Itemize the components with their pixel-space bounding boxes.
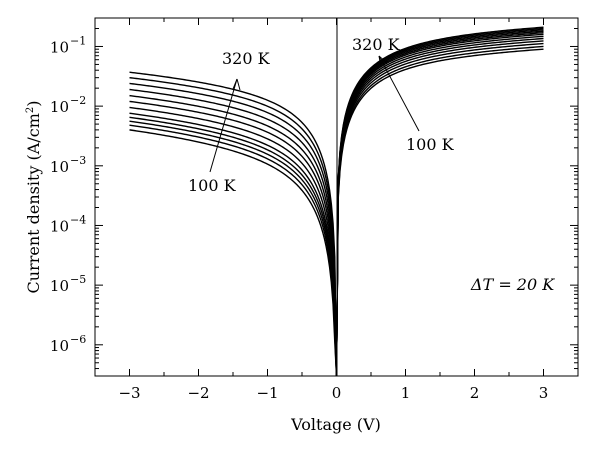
y-tick-label: 10: [50, 277, 69, 295]
y-tick-exponent: −3: [70, 154, 86, 167]
x-tick-label: 3: [539, 384, 549, 402]
x-axis-label: Voltage (V): [290, 415, 381, 434]
x-tick-label: 2: [470, 384, 480, 402]
x-tick-label: −1: [256, 384, 278, 402]
annotation-pos-100k: 100 K: [406, 135, 455, 154]
y-tick-exponent: −4: [70, 213, 86, 226]
y-tick-label: 10: [50, 158, 69, 176]
y-tick-label: 10: [50, 38, 69, 56]
annotation-delta-t: ΔT = 20 K: [470, 275, 555, 294]
x-tick-label: 1: [401, 384, 411, 402]
x-tick-label: 0: [332, 384, 342, 402]
y-tick-exponent: −5: [70, 273, 86, 286]
arrow-pos-head: [378, 55, 388, 68]
x-tick-label: −3: [118, 384, 140, 402]
annotation-neg-320k: 320 K: [222, 49, 271, 68]
y-axis-label-sup: 2: [25, 107, 36, 113]
annotation-neg-100k: 100 K: [188, 176, 237, 195]
y-tick-label: 10: [50, 337, 69, 355]
y-tick-label: 10: [50, 217, 69, 235]
y-ticks: 10−110−210−310−410−510−6: [50, 28, 578, 377]
y-axis-label: Current density (A/cm2): [24, 101, 43, 294]
x-ticks: −3 −2 −1 0 1 2 3: [94, 18, 579, 402]
y-axis-label-close: ): [24, 101, 43, 107]
arrow-neg-head: [232, 78, 241, 91]
y-axis-label-base: Current density (A/cm: [24, 113, 43, 293]
y-tick-exponent: −1: [70, 34, 86, 47]
x-tick-label: −2: [187, 384, 209, 402]
y-tick-exponent: −2: [70, 94, 86, 107]
y-tick-exponent: −6: [70, 333, 86, 346]
arrow-neg-line: [209, 78, 238, 173]
annotation-pos-320k: 320 K: [352, 35, 401, 54]
y-tick-label: 10: [50, 98, 69, 116]
arrow-pos-line: [378, 55, 420, 132]
